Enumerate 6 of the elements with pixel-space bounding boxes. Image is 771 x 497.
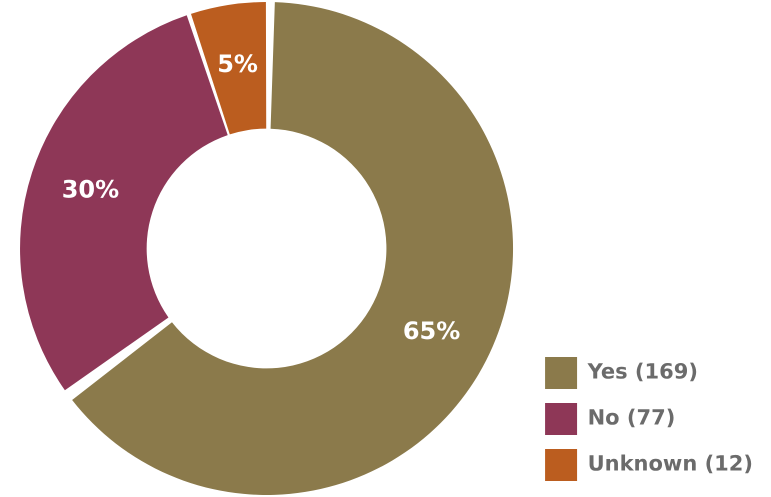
legend-label: Yes (169) xyxy=(586,359,698,384)
data-label: 65% xyxy=(402,316,460,345)
legend-label: No (77) xyxy=(588,405,676,430)
legend-label: Unknown (12) xyxy=(588,451,754,476)
data-label: 30% xyxy=(62,176,120,204)
data-label: 5% xyxy=(217,50,258,78)
